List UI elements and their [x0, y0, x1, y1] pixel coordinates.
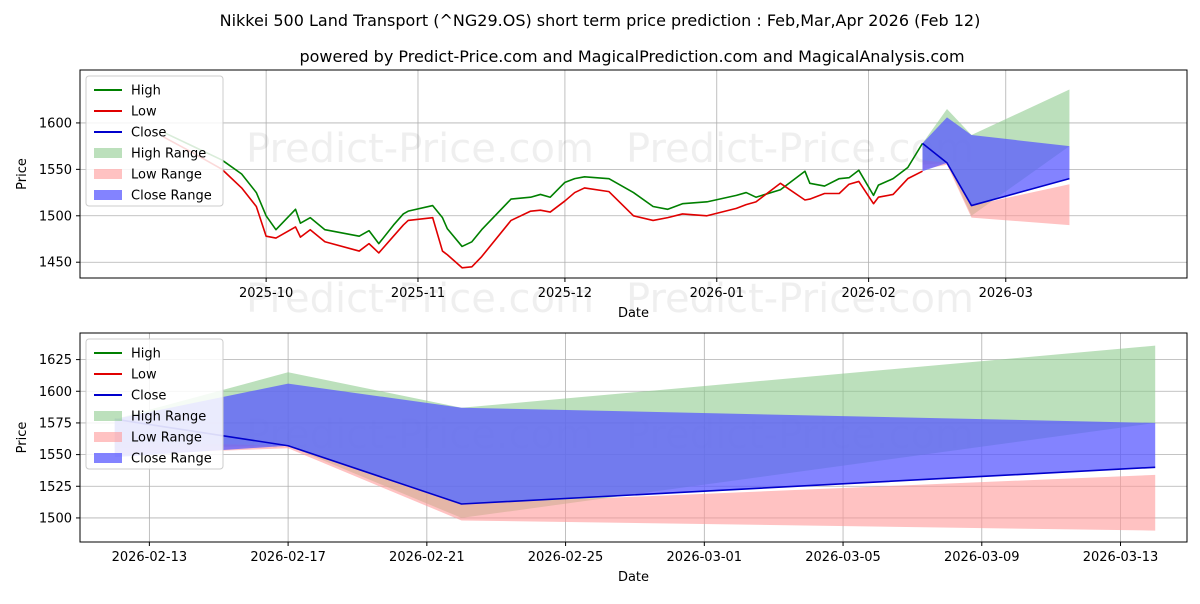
plot-area — [162, 89, 1070, 269]
legend: High Low Close High Range Low Range Close Ran… — [85, 338, 224, 470]
chart-subtitle: powered by Predict-Price.com and Magical… — [299, 47, 964, 66]
main-chart-panel: Predict-Price.com Predict-Price.com Predic… — [15, 69, 1188, 322]
legend-label-high: High — [131, 347, 161, 362]
x-tick-label: 2026-03-13 — [1083, 550, 1159, 565]
y-tick-label: 1525 — [39, 480, 72, 495]
x-tick-label: 2026-02-13 — [112, 550, 188, 565]
legend-swatch-high-range — [94, 148, 122, 158]
legend-label-high: High — [131, 84, 161, 99]
y-tick-label: 1500 — [39, 209, 72, 224]
x-tick-label: 2026-03-01 — [667, 550, 743, 565]
legend-swatch-low-range — [94, 432, 122, 442]
x-tick-label: 2026-02-17 — [250, 550, 326, 565]
legend-label-close: Close — [131, 389, 166, 404]
x-tick-label: 2026-03-05 — [805, 550, 881, 565]
y-tick-label: 1550 — [39, 448, 72, 463]
y-tick-label: 1575 — [39, 416, 72, 431]
watermark-text: Predict-Price.com — [246, 276, 594, 322]
legend-label-low-range: Low Range — [131, 431, 202, 446]
legend-swatch-close-range — [94, 190, 122, 200]
legend-label-low-range: Low Range — [131, 168, 202, 183]
y-tick-label: 1600 — [39, 385, 72, 400]
legend-label-close: Close — [131, 126, 166, 141]
x-axis-label: Date — [618, 306, 649, 321]
legend: High Low Close High Range Low Range Close Ran… — [85, 75, 224, 207]
legend-label-high-range: High Range — [131, 147, 206, 162]
y-tick-label: 1450 — [39, 256, 72, 271]
y-axis-label: Price — [15, 422, 30, 454]
x-tick-label: 2026-03 — [979, 286, 1033, 301]
high-line — [162, 131, 924, 248]
legend-label-close-range: Close Range — [131, 452, 212, 467]
watermark-text: Predict-Price.com — [246, 126, 594, 172]
plot-frame — [79, 69, 1188, 279]
y-axis-label: Price — [15, 158, 30, 190]
low-line — [162, 136, 923, 269]
x-tick-label: 2026-02-25 — [528, 550, 604, 565]
y-tick-label: 1625 — [39, 353, 72, 368]
x-axis-label: Date — [618, 570, 649, 585]
legend-label-high-range: High Range — [131, 410, 206, 425]
legend-label-low: Low — [131, 368, 157, 383]
low-range-area — [114, 441, 1156, 531]
low-range-area — [922, 160, 1070, 226]
zoom-chart-panel: Predict-Price.comPredict-Price.com2026-0… — [15, 332, 1188, 585]
legend-swatch-low-range — [94, 169, 122, 179]
x-tick-label: 2026-01 — [690, 286, 744, 301]
y-tick-label: 1550 — [39, 163, 72, 178]
legend-label-low: Low — [131, 105, 157, 120]
x-tick-label: 2025-11 — [391, 286, 445, 301]
plot-frame — [79, 332, 1188, 543]
y-tick-label: 1500 — [39, 511, 72, 526]
x-tick-label: 2025-10 — [239, 286, 293, 301]
plot-area — [114, 345, 1156, 531]
legend-swatch-high-range — [94, 411, 122, 421]
watermark-text: Predict-Price.com — [626, 126, 974, 172]
close-line — [921, 142, 1070, 207]
y-tick-label: 1600 — [39, 116, 72, 131]
x-tick-label: 2025-12 — [538, 286, 592, 301]
chart-title: Nikkei 500 Land Transport (^NG29.OS) sho… — [220, 11, 981, 30]
x-tick-label: 2026-02 — [841, 286, 895, 301]
legend-swatch-close-range — [94, 453, 122, 463]
x-tick-label: 2026-03-09 — [944, 550, 1020, 565]
legend-label-close-range: Close Range — [131, 189, 212, 204]
x-tick-label: 2026-02-21 — [389, 550, 465, 565]
watermark-text: Predict-Price.com — [626, 276, 974, 322]
close-range-area — [114, 383, 1156, 504]
